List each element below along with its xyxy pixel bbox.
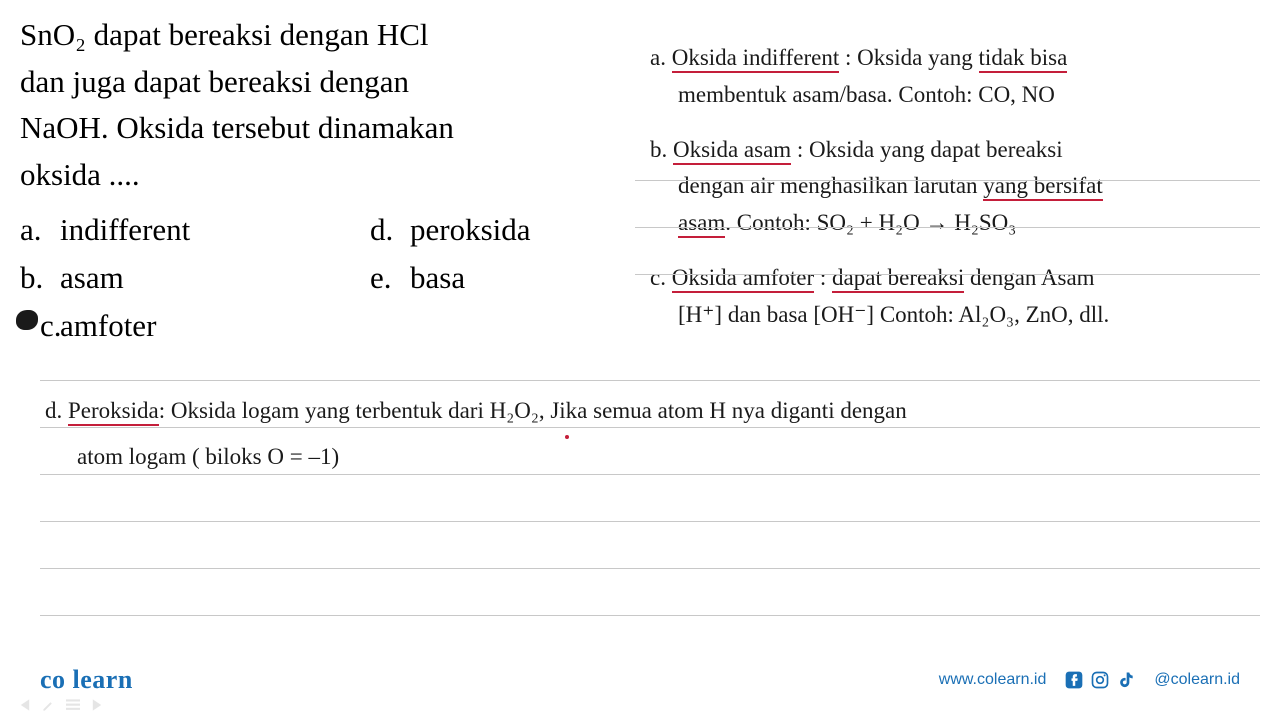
option-b-text: asam bbox=[60, 254, 124, 302]
rule-line-upper bbox=[635, 180, 1260, 181]
note-b-line3-rest: . Contoh: SO₂ + H₂O → H₂SO₃ bbox=[725, 210, 1016, 235]
note-d-term: Peroksida bbox=[68, 398, 159, 426]
prev-icon[interactable] bbox=[18, 698, 32, 712]
note-c-term: Oksida amfoter bbox=[672, 265, 814, 293]
instagram-icon[interactable] bbox=[1090, 670, 1110, 690]
answer-mark-icon bbox=[16, 310, 38, 330]
note-d-rest: : Oksida logam yang terbentuk dari H₂O₂,… bbox=[159, 398, 907, 423]
note-b-line2-pre: dengan air menghasilkan larutan bbox=[678, 173, 983, 198]
note-c-u1: dapat bereaksi bbox=[832, 265, 964, 293]
note-a-term: Oksida indifferent bbox=[672, 45, 840, 73]
option-c: c. amfoter bbox=[20, 302, 300, 350]
option-e-text: basa bbox=[410, 254, 465, 302]
note-b-line3-term: asam bbox=[678, 210, 725, 238]
options: a. indifferent d. peroksida b. asam e. b… bbox=[20, 206, 630, 350]
q-line-1: SnO₂ dapat bereaksi dengan HCl bbox=[20, 12, 630, 59]
footer-right: www.colearn.id @colearn.id bbox=[939, 670, 1240, 690]
note-b-term: Oksida asam bbox=[673, 137, 791, 165]
question-text: SnO₂ dapat bereaksi dengan HCl dan juga … bbox=[20, 12, 630, 198]
logo-learn: learn bbox=[73, 665, 133, 694]
note-a: a. Oksida indifferent : Oksida yang tida… bbox=[650, 40, 1260, 114]
logo-co: co bbox=[40, 665, 66, 694]
option-a-text: indifferent bbox=[60, 206, 190, 254]
note-c-rest2: dengan Asam bbox=[964, 265, 1094, 290]
question-block: SnO₂ dapat bereaksi dengan HCl dan juga … bbox=[20, 12, 630, 350]
rule-line-upper-2 bbox=[635, 227, 1260, 228]
q-line-4: oksida .... bbox=[20, 152, 630, 199]
menu-icon[interactable] bbox=[66, 698, 80, 712]
option-a: a. indifferent bbox=[20, 206, 300, 254]
note-d-line2: atom logam ( biloks O = –1) bbox=[45, 444, 339, 469]
option-c-text: amfoter bbox=[60, 302, 156, 350]
note-b-u1: yang bersifat bbox=[983, 173, 1102, 201]
next-icon[interactable] bbox=[90, 698, 104, 712]
note-c: c. Oksida amfoter : dapat bereaksi denga… bbox=[650, 260, 1260, 334]
q-line-2: dan juga dapat bereaksi dengan bbox=[20, 59, 630, 106]
note-c-line2: [H⁺] dan basa [OH⁻] Contoh: Al₂O₃, ZnO, … bbox=[650, 302, 1109, 327]
footer: co learn www.colearn.id @colearn.id bbox=[0, 665, 1280, 695]
note-b: b. Oksida asam : Oksida yang dapat berea… bbox=[650, 132, 1260, 242]
player-controls bbox=[18, 698, 104, 712]
edit-icon[interactable] bbox=[42, 698, 56, 712]
option-d-text: peroksida bbox=[410, 206, 531, 254]
q-line-3: NaOH. Oksida tersebut dinamakan bbox=[20, 105, 630, 152]
social-handle: @colearn.id bbox=[1154, 671, 1240, 689]
note-b-rest: : Oksida yang dapat bereaksi bbox=[791, 137, 1062, 162]
option-d: d. peroksida bbox=[370, 206, 650, 254]
facebook-icon[interactable] bbox=[1064, 670, 1084, 690]
note-a-rest: : Oksida yang bbox=[839, 45, 978, 70]
rule-line-upper-3 bbox=[635, 274, 1260, 275]
colearn-logo: co learn bbox=[40, 665, 133, 695]
social-icons bbox=[1064, 670, 1136, 690]
website-url[interactable]: www.colearn.id bbox=[939, 671, 1047, 689]
tiktok-icon[interactable] bbox=[1116, 670, 1136, 690]
note-a-u1: tidak bisa bbox=[979, 45, 1068, 73]
handwritten-notes: a. Oksida indifferent : Oksida yang tida… bbox=[650, 40, 1260, 352]
note-c-rest1: : bbox=[814, 265, 832, 290]
note-d-letter: d. bbox=[45, 398, 62, 423]
note-d: d. Peroksida: Oksida logam yang terbentu… bbox=[45, 388, 1255, 480]
note-a-line2: membentuk asam/basa. Contoh: CO, NO bbox=[650, 82, 1055, 107]
option-b: b. asam bbox=[20, 254, 300, 302]
option-e: e. basa bbox=[370, 254, 650, 302]
red-dot-icon bbox=[565, 435, 569, 439]
